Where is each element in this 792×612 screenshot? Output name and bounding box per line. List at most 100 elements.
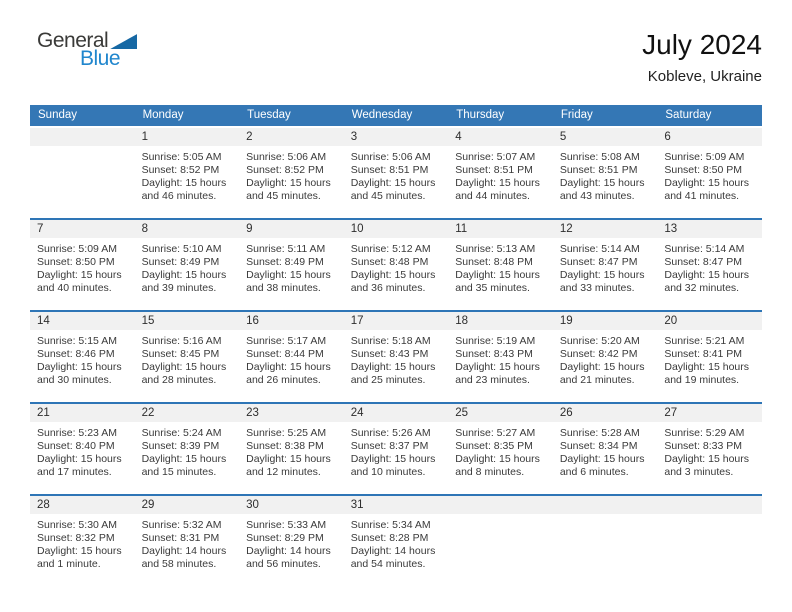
day-details: Sunrise: 5:33 AM Sunset: 8:29 PM Daylight:… (239, 514, 344, 571)
day-cell-24: 24 Sunrise: 5:26 AM Sunset: 8:37 PM Dayligh… (343, 402, 449, 494)
day-number-band: 26 (552, 404, 658, 422)
daylight-text: Daylight: 15 hours and 28 minutes. (141, 361, 227, 386)
sunrise-text: Sunrise: 5:12 AM (350, 243, 431, 255)
sunset-text: Sunset: 8:50 PM (37, 256, 115, 268)
daylight-text: Daylight: 15 hours and 8 minutes. (455, 453, 540, 478)
sunrise-text: Sunrise: 5:14 AM (559, 243, 640, 255)
day-number-band (30, 128, 135, 146)
sunrise-text: Sunrise: 5:05 AM (141, 151, 222, 163)
sunset-text: Sunset: 8:47 PM (559, 256, 638, 268)
sunset-text: Sunset: 8:43 PM (350, 348, 429, 360)
sunset-text: Sunset: 8:48 PM (350, 256, 429, 268)
sunrise-text: Sunrise: 5:26 AM (350, 427, 431, 439)
daylight-text: Daylight: 15 hours and 23 minutes. (455, 361, 540, 386)
sunset-text: Sunset: 8:42 PM (559, 348, 638, 360)
sunset-text: Sunset: 8:31 PM (141, 532, 220, 544)
empty-day-cell (552, 494, 658, 586)
day-cell-31: 31 Sunrise: 5:34 AM Sunset: 8:28 PM Dayligh… (343, 494, 449, 586)
weekday-header-monday: Monday (134, 105, 240, 126)
empty-day-cell (657, 494, 762, 586)
sunrise-text: Sunrise: 5:08 AM (559, 151, 640, 163)
week-row-4: 21 Sunrise: 5:23 AM Sunset: 8:40 PM Dayligh… (30, 402, 762, 494)
day-number-band: 9 (239, 220, 344, 238)
weekday-header-sunday: Sunday (30, 105, 135, 126)
sunset-text: Sunset: 8:40 PM (37, 440, 115, 452)
daylight-text: Daylight: 15 hours and 45 minutes. (246, 177, 331, 202)
daylight-text: Daylight: 15 hours and 17 minutes. (37, 453, 122, 478)
daylight-text: Daylight: 15 hours and 32 minutes. (664, 269, 750, 294)
sunset-text: Sunset: 8:48 PM (455, 256, 533, 268)
day-number-band: 22 (134, 404, 240, 422)
day-number-band: 16 (239, 312, 344, 330)
day-details: Sunrise: 5:28 AM Sunset: 8:34 PM Daylight:… (553, 422, 658, 479)
day-details: Sunrise: 5:16 AM Sunset: 8:45 PM Daylight:… (135, 330, 240, 387)
day-number-band: 1 (134, 128, 240, 146)
day-number-band: 20 (657, 312, 762, 330)
calendar-body: 1 Sunrise: 5:05 AM Sunset: 8:52 PM Daylight… (30, 126, 762, 586)
day-cell-19: 19 Sunrise: 5:20 AM Sunset: 8:42 PM Dayligh… (552, 310, 658, 402)
daylight-text: Daylight: 15 hours and 41 minutes. (664, 177, 750, 202)
day-number-band: 18 (448, 312, 553, 330)
daylight-text: Daylight: 15 hours and 19 minutes. (664, 361, 750, 386)
day-cell-7: 7 Sunrise: 5:09 AM Sunset: 8:50 PM Daylight… (30, 218, 135, 310)
day-cell-2: 2 Sunrise: 5:06 AM Sunset: 8:52 PM Daylight… (239, 126, 344, 218)
day-details: Sunrise: 5:12 AM Sunset: 8:48 PM Daylight:… (344, 238, 449, 295)
day-number-band: 21 (30, 404, 135, 422)
day-cell-27: 27 Sunrise: 5:29 AM Sunset: 8:33 PM Dayligh… (657, 402, 762, 494)
day-details: Sunrise: 5:32 AM Sunset: 8:31 PM Daylight:… (135, 514, 240, 571)
sunrise-text: Sunrise: 5:34 AM (350, 519, 431, 531)
day-details: Sunrise: 5:29 AM Sunset: 8:33 PM Daylight:… (657, 422, 762, 479)
month-title: July 2024 (642, 29, 762, 60)
sunset-text: Sunset: 8:51 PM (455, 164, 533, 176)
day-number-band: 8 (134, 220, 240, 238)
sunrise-text: Sunrise: 5:07 AM (455, 151, 536, 163)
sunrise-text: Sunrise: 5:23 AM (37, 427, 117, 439)
day-details: Sunrise: 5:15 AM Sunset: 8:46 PM Daylight:… (30, 330, 135, 387)
page-header: General Blue July 2024 Kobleve, Ukraine (37, 29, 762, 85)
daylight-text: Daylight: 15 hours and 38 minutes. (246, 269, 331, 294)
day-number-band: 27 (657, 404, 762, 422)
day-details: Sunrise: 5:18 AM Sunset: 8:43 PM Daylight:… (344, 330, 449, 387)
daylight-text: Daylight: 14 hours and 58 minutes. (141, 545, 227, 570)
logo-top-line: General (37, 29, 138, 52)
sunrise-text: Sunrise: 5:20 AM (559, 335, 640, 347)
sunset-text: Sunset: 8:32 PM (37, 532, 115, 544)
sunset-text: Sunset: 8:35 PM (455, 440, 533, 452)
calendar-table: Sunday Monday Tuesday Wednesday Thursday Frid… (30, 105, 762, 586)
day-number-band: 12 (552, 220, 658, 238)
daylight-text: Daylight: 15 hours and 15 minutes. (141, 453, 227, 478)
day-details: Sunrise: 5:19 AM Sunset: 8:43 PM Daylight:… (448, 330, 553, 387)
daylight-text: Daylight: 15 hours and 6 minutes. (559, 453, 645, 478)
empty-day-cell (30, 126, 135, 218)
sunset-text: Sunset: 8:44 PM (246, 348, 324, 360)
sunset-text: Sunset: 8:52 PM (141, 164, 220, 176)
sunrise-text: Sunrise: 5:28 AM (559, 427, 640, 439)
weekday-header-saturday: Saturday (657, 105, 762, 126)
week-row-2: 7 Sunrise: 5:09 AM Sunset: 8:50 PM Daylight… (30, 218, 762, 310)
day-cell-21: 21 Sunrise: 5:23 AM Sunset: 8:40 PM Dayligh… (30, 402, 135, 494)
sunrise-text: Sunrise: 5:09 AM (664, 151, 745, 163)
sunrise-text: Sunrise: 5:17 AM (246, 335, 327, 347)
sunrise-text: Sunrise: 5:06 AM (246, 151, 327, 163)
day-details: Sunrise: 5:09 AM Sunset: 8:50 PM Daylight:… (657, 146, 762, 203)
day-number-band (552, 496, 658, 514)
logo-text-general: General (37, 29, 109, 52)
day-cell-1: 1 Sunrise: 5:05 AM Sunset: 8:52 PM Daylight… (134, 126, 240, 218)
day-cell-9: 9 Sunrise: 5:11 AM Sunset: 8:49 PM Daylight… (239, 218, 344, 310)
day-details: Sunrise: 5:14 AM Sunset: 8:47 PM Daylight:… (553, 238, 658, 295)
day-cell-13: 13 Sunrise: 5:14 AM Sunset: 8:47 PM Dayligh… (657, 218, 762, 310)
daylight-text: Daylight: 15 hours and 30 minutes. (37, 361, 122, 386)
day-number-band: 5 (552, 128, 658, 146)
day-cell-6: 6 Sunrise: 5:09 AM Sunset: 8:50 PM Daylight… (657, 126, 762, 218)
day-number-band: 15 (134, 312, 240, 330)
day-details: Sunrise: 5:06 AM Sunset: 8:52 PM Daylight:… (239, 146, 344, 203)
sunset-text: Sunset: 8:43 PM (455, 348, 533, 360)
day-details: Sunrise: 5:20 AM Sunset: 8:42 PM Daylight:… (553, 330, 658, 387)
day-number-band: 19 (552, 312, 658, 330)
day-details: Sunrise: 5:10 AM Sunset: 8:49 PM Daylight:… (135, 238, 240, 295)
day-cell-5: 5 Sunrise: 5:08 AM Sunset: 8:51 PM Daylight… (552, 126, 658, 218)
day-number-band: 31 (343, 496, 449, 514)
daylight-text: Daylight: 15 hours and 36 minutes. (350, 269, 436, 294)
daylight-text: Daylight: 15 hours and 25 minutes. (350, 361, 436, 386)
day-cell-29: 29 Sunrise: 5:32 AM Sunset: 8:31 PM Dayligh… (134, 494, 240, 586)
